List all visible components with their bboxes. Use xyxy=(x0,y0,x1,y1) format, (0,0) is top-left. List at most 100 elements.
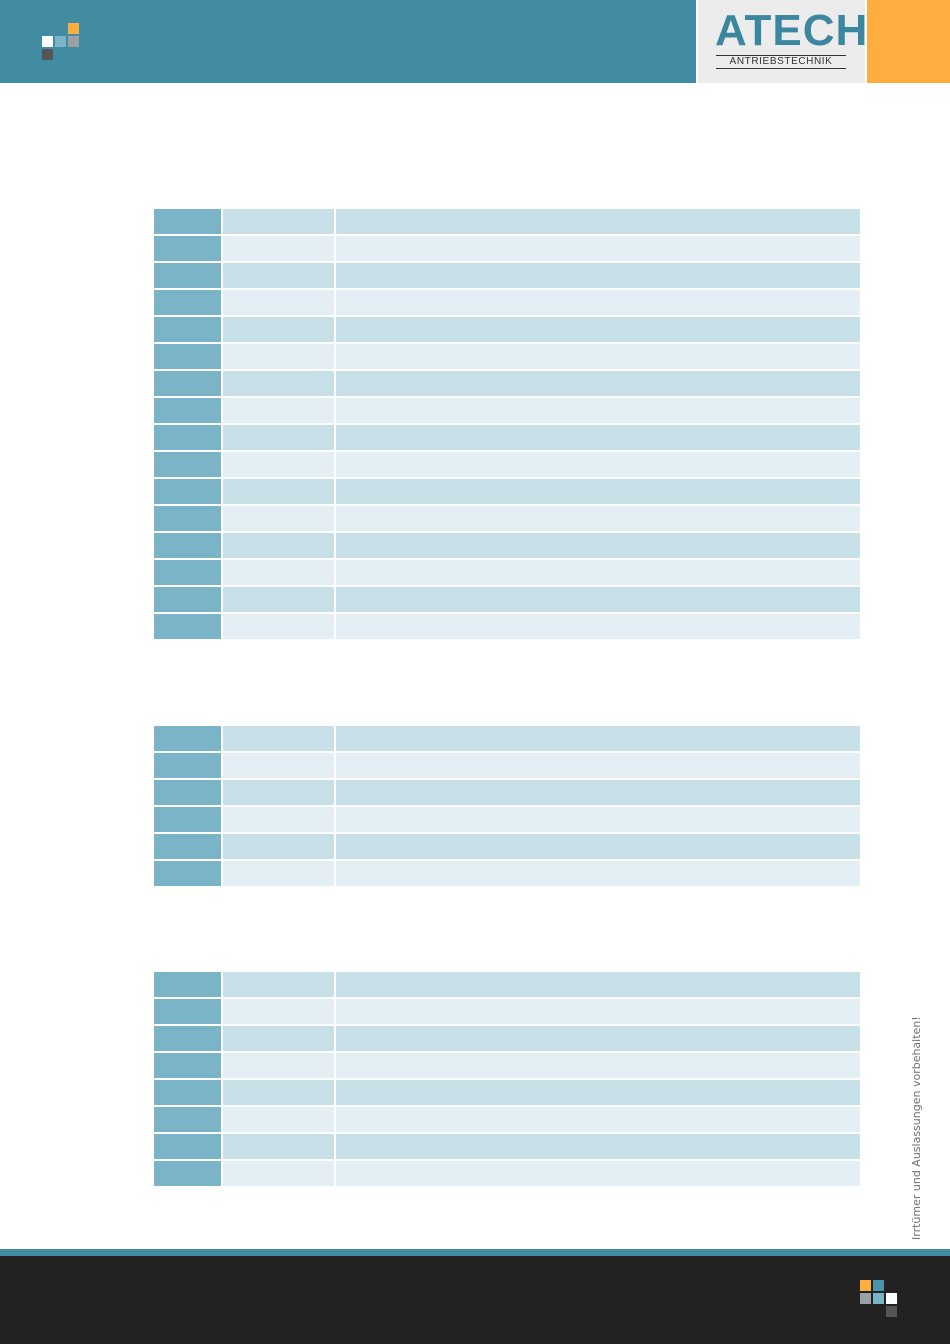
table-cell xyxy=(154,560,221,585)
spec-table-1 xyxy=(154,209,860,641)
table-cell xyxy=(223,371,334,396)
table-cell xyxy=(336,614,860,639)
table-row xyxy=(154,1080,860,1107)
table-cell xyxy=(336,1080,860,1105)
table-row xyxy=(154,506,860,533)
table-row xyxy=(154,263,860,290)
table-cell xyxy=(336,236,860,261)
table-cell xyxy=(154,533,221,558)
table-cell xyxy=(223,1080,334,1105)
table-row xyxy=(154,290,860,317)
table-row xyxy=(154,533,860,560)
table-cell xyxy=(336,972,860,997)
header-band xyxy=(0,0,696,83)
table-cell xyxy=(223,780,334,805)
logo-panel xyxy=(698,0,865,83)
table-cell xyxy=(336,263,860,288)
table-cell xyxy=(223,1134,334,1159)
table-row xyxy=(154,780,860,807)
table-cell xyxy=(154,1107,221,1132)
spec-table-2 xyxy=(154,726,860,888)
table-cell xyxy=(154,317,221,342)
table-cell xyxy=(223,614,334,639)
table-cell xyxy=(223,753,334,778)
table-cell xyxy=(336,371,860,396)
table-cell xyxy=(336,560,860,585)
table-cell xyxy=(154,614,221,639)
table-cell xyxy=(336,452,860,477)
table-row xyxy=(154,452,860,479)
table-cell xyxy=(154,1053,221,1078)
table-cell xyxy=(154,972,221,997)
table-row xyxy=(154,371,860,398)
table-cell xyxy=(336,753,860,778)
table-row xyxy=(154,807,860,834)
footer-line xyxy=(0,1249,950,1256)
table-cell xyxy=(223,1026,334,1051)
table-row xyxy=(154,344,860,371)
table-cell xyxy=(223,290,334,315)
table-cell xyxy=(223,1053,334,1078)
table-row xyxy=(154,614,860,641)
table-cell xyxy=(223,263,334,288)
table-row xyxy=(154,587,860,614)
table-cell xyxy=(223,209,334,234)
table-cell xyxy=(336,1026,860,1051)
table-cell xyxy=(336,999,860,1024)
table-cell xyxy=(154,209,221,234)
table-cell xyxy=(154,479,221,504)
table-row xyxy=(154,726,860,753)
table-cell xyxy=(154,425,221,450)
table-cell xyxy=(336,317,860,342)
table-row xyxy=(154,1026,860,1053)
table-cell xyxy=(336,1053,860,1078)
footer xyxy=(0,1256,950,1344)
table-row xyxy=(154,861,860,888)
table-row xyxy=(154,1053,860,1080)
table-cell xyxy=(154,834,221,859)
table-cell xyxy=(154,452,221,477)
table-cell xyxy=(154,587,221,612)
table-cell xyxy=(154,371,221,396)
table-cell xyxy=(154,1026,221,1051)
table-cell xyxy=(336,1134,860,1159)
table-cell xyxy=(154,236,221,261)
table-cell xyxy=(336,533,860,558)
table-cell xyxy=(223,452,334,477)
table-row xyxy=(154,1107,860,1134)
table-cell xyxy=(223,807,334,832)
table-cell xyxy=(223,560,334,585)
table-cell xyxy=(223,861,334,886)
table-row xyxy=(154,425,860,452)
table-cell xyxy=(336,834,860,859)
table-cell xyxy=(336,479,860,504)
table-cell xyxy=(336,425,860,450)
table-row xyxy=(154,1134,860,1161)
table-row xyxy=(154,972,860,999)
table-row xyxy=(154,753,860,780)
table-cell xyxy=(154,263,221,288)
table-cell xyxy=(154,807,221,832)
table-cell xyxy=(336,506,860,531)
table-cell xyxy=(336,726,860,751)
table-cell xyxy=(154,344,221,369)
table-cell xyxy=(154,1161,221,1186)
table-cell xyxy=(223,344,334,369)
brand-logo-name: ATECH xyxy=(715,6,869,55)
table-cell xyxy=(223,999,334,1024)
table-cell xyxy=(336,398,860,423)
table-row xyxy=(154,1161,860,1188)
table-cell xyxy=(223,479,334,504)
table-cell xyxy=(154,753,221,778)
table-cell xyxy=(154,506,221,531)
table-row xyxy=(154,834,860,861)
table-cell xyxy=(336,209,860,234)
spec-table-3 xyxy=(154,972,860,1188)
table-row xyxy=(154,317,860,344)
table-cell xyxy=(154,780,221,805)
table-row xyxy=(154,398,860,425)
table-cell xyxy=(154,1134,221,1159)
table-cell xyxy=(223,1161,334,1186)
table-cell xyxy=(223,1107,334,1132)
table-cell xyxy=(223,317,334,342)
